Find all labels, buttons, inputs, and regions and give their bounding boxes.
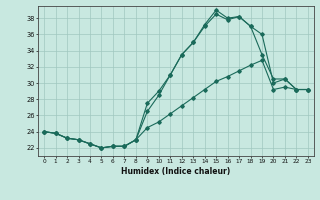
X-axis label: Humidex (Indice chaleur): Humidex (Indice chaleur) xyxy=(121,167,231,176)
